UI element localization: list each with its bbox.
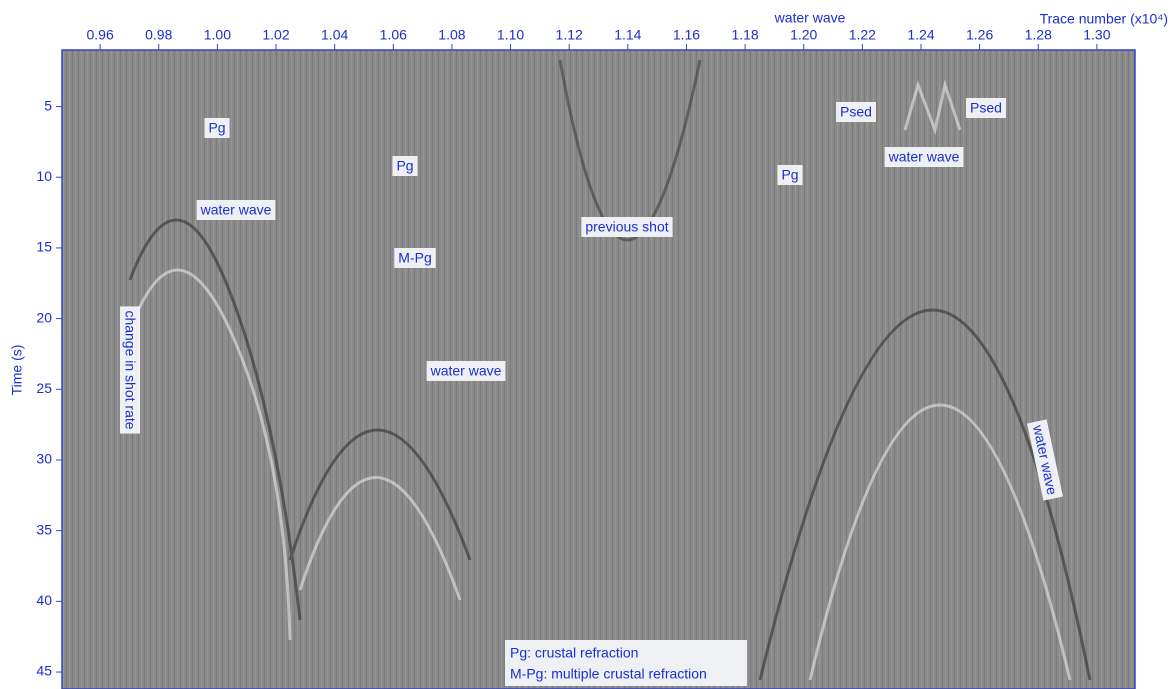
- x-tick-label: 1.22: [849, 27, 876, 43]
- annotation-label: water wave: [430, 363, 502, 379]
- y-tick-label: 30: [36, 451, 52, 467]
- annotation: water wave: [427, 361, 506, 381]
- x-tick-label: 1.26: [966, 27, 993, 43]
- y-tick-label: 20: [36, 309, 52, 325]
- chart: Trace number (x10⁴) Time (s) 0.96 0.98 1.0…: [0, 0, 1170, 689]
- annotation: water wave: [197, 200, 276, 220]
- y-tick-label: 45: [36, 663, 52, 679]
- y-tick-label: 10: [36, 168, 52, 184]
- x-tick-label: 0.98: [145, 27, 172, 43]
- legend-entry: Pg: crustal refraction: [510, 645, 638, 661]
- annotation: Psed: [836, 102, 876, 122]
- annotation-label: water wave: [774, 10, 846, 26]
- x-tick-label: 1.08: [438, 27, 465, 43]
- annotation-label: Pg: [781, 167, 798, 183]
- annotation-label: change in shot rate: [122, 310, 138, 429]
- annotation: M-Pg: [394, 248, 435, 268]
- x-tick-label: 1.02: [262, 27, 289, 43]
- annotation-label: water wave: [888, 149, 960, 165]
- x-tick-label: 1.16: [673, 27, 700, 43]
- legend-entry: M-Pg: multiple crustal refraction: [510, 666, 707, 682]
- x-tick-label: 1.12: [556, 27, 583, 43]
- x-tick-label: 1.18: [731, 27, 758, 43]
- annotation-label: Pg: [208, 120, 225, 136]
- annotation-label: water wave: [200, 202, 272, 218]
- x-tick-label: 1.24: [907, 27, 934, 43]
- seismic-section: [62, 50, 1135, 689]
- y-tick-label: 5: [44, 97, 52, 113]
- annotation: Pg: [204, 118, 229, 138]
- x-tick-label: 1.20: [790, 27, 817, 43]
- annotation: water wave: [774, 10, 846, 26]
- annotation: change in shot rate: [120, 306, 140, 433]
- legend: Pg: crustal refraction M-Pg: multiple cr…: [505, 640, 747, 686]
- annotation: water wave: [885, 147, 964, 167]
- x-tick-label: 1.28: [1025, 27, 1052, 43]
- annotation-label: Pg: [396, 158, 413, 174]
- y-tick-label: 15: [36, 239, 52, 255]
- x-tick-label: 0.96: [86, 27, 113, 43]
- annotation-label: Psed: [840, 104, 872, 120]
- annotation-label: previous shot: [585, 219, 668, 235]
- x-tick-label: 1.06: [380, 27, 407, 43]
- annotation: Pg: [392, 156, 417, 176]
- x-tick-label: 1.00: [204, 27, 231, 43]
- y-axis-label: Time (s): [9, 345, 25, 396]
- y-tick-label: 35: [36, 521, 52, 537]
- x-tick-label: 1.14: [614, 27, 641, 43]
- y-tick-label: 40: [36, 592, 52, 608]
- annotation: previous shot: [581, 217, 672, 237]
- x-tick-label: 1.10: [497, 27, 524, 43]
- x-tick-label: 1.04: [321, 27, 348, 43]
- x-tick-label: 1.30: [1083, 27, 1110, 43]
- annotation: Psed: [966, 98, 1006, 118]
- annotation-label: M-Pg: [398, 250, 431, 266]
- annotation-label: Psed: [970, 100, 1002, 116]
- y-tick-label: 25: [36, 380, 52, 396]
- x-axis-label: Trace number (x10⁴): [1040, 11, 1168, 27]
- annotation: Pg: [777, 165, 802, 185]
